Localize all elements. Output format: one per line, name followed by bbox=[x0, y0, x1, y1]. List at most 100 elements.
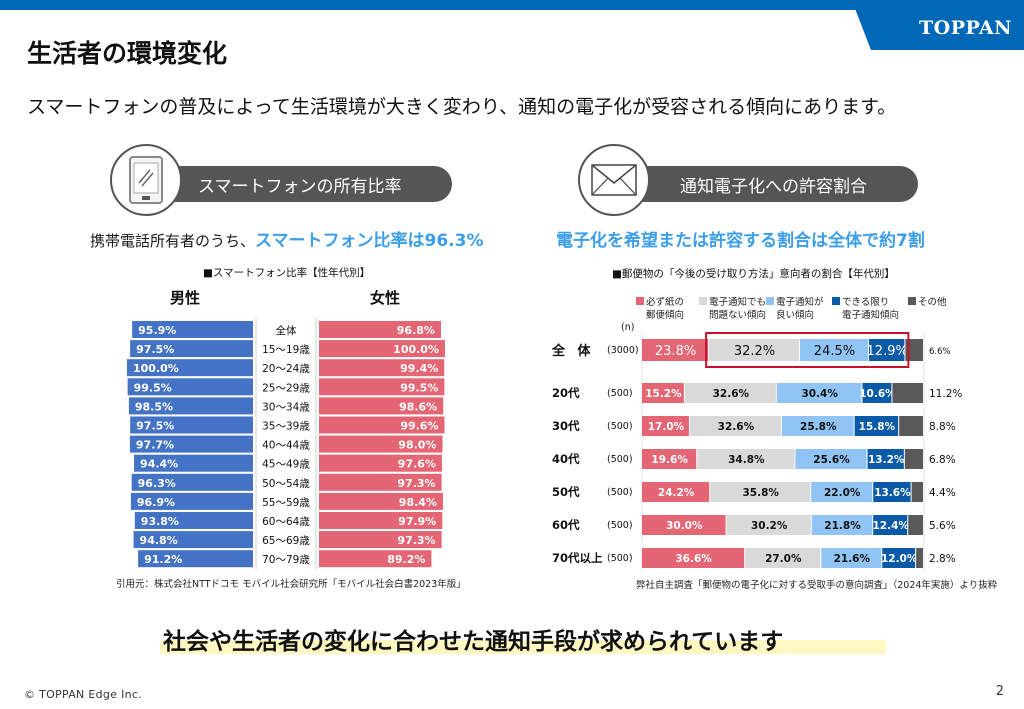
left-section-heading: スマートフォンの所有比率 bbox=[148, 166, 452, 202]
legend-swatch bbox=[636, 297, 644, 305]
stacked-segment-5 bbox=[904, 449, 923, 469]
female-bar-label: 89.2% bbox=[387, 553, 425, 566]
stacked-segment-1 bbox=[642, 416, 689, 436]
male-bar bbox=[130, 492, 253, 510]
male-bar-label: 100.0% bbox=[133, 362, 179, 375]
row-label: 70代以上 bbox=[552, 551, 603, 565]
male-bar bbox=[127, 378, 253, 396]
age-group-label: 全体 bbox=[276, 324, 297, 337]
age-group-label: 65〜69歳 bbox=[262, 535, 310, 547]
row-label: 50代 bbox=[552, 485, 580, 499]
segment-label-other: 6.8% bbox=[929, 454, 956, 466]
stacked-segment-4 bbox=[873, 515, 908, 535]
left-section-heading-text: スマートフォンの所有比率 bbox=[198, 176, 402, 197]
legend-label-line2: 問題ない傾向 bbox=[709, 310, 767, 321]
stacked-segment-3 bbox=[795, 449, 867, 469]
male-bar-label: 95.9% bbox=[138, 324, 176, 337]
age-group-label: 15〜19歳 bbox=[262, 344, 310, 356]
male-bar bbox=[138, 550, 253, 568]
segment-label: 23.8% bbox=[655, 344, 696, 359]
segment-label: 25.6% bbox=[813, 454, 850, 466]
segment-label: 32.6% bbox=[713, 388, 750, 400]
stacked-segment-1 bbox=[642, 548, 745, 568]
stacked-segment-2 bbox=[745, 548, 821, 568]
female-bar-label: 98.0% bbox=[398, 439, 436, 452]
sample-size-label: (500) bbox=[607, 388, 633, 399]
segment-label-other: 5.6% bbox=[929, 520, 956, 532]
age-group-label: 25〜29歳 bbox=[262, 382, 310, 394]
male-bar bbox=[130, 416, 253, 434]
legend-item: できる限り 電子通知傾向 bbox=[832, 296, 899, 322]
stacked-segment-4 bbox=[869, 339, 905, 361]
male-bar-label: 99.5% bbox=[134, 381, 172, 394]
segment-label: 32.2% bbox=[734, 344, 775, 359]
sample-size-label: (500) bbox=[607, 421, 633, 432]
right-section-heading-text: 通知電子化への許容割合 bbox=[680, 176, 867, 197]
male-bar-label: 91.2% bbox=[144, 553, 182, 566]
female-bar bbox=[319, 531, 442, 549]
female-bar bbox=[319, 435, 443, 453]
toppan-logo: TOPPAN bbox=[854, 6, 1024, 50]
smartphone-icon bbox=[110, 144, 182, 216]
page-number: 2 bbox=[995, 684, 1004, 699]
segment-label: 10.6% bbox=[859, 388, 896, 400]
stacked-segment-4 bbox=[862, 383, 892, 403]
male-bar-label: 97.5% bbox=[136, 343, 174, 356]
male-bar bbox=[131, 473, 253, 491]
stacked-segment-1 bbox=[642, 339, 709, 361]
female-bar bbox=[319, 321, 441, 338]
stacked-segment-4 bbox=[873, 482, 911, 502]
male-label: 男性 bbox=[170, 289, 201, 307]
stacked-segment-5 bbox=[908, 515, 923, 535]
segment-label-other: 6.6% bbox=[929, 347, 951, 357]
left-chart-source: 引用元：株式会社NTTドコモ モバイル社会研究所「モバイル社会白書2023年版」 bbox=[116, 579, 466, 590]
age-group-label: 70〜79歳 bbox=[262, 554, 310, 566]
row-label: 30代 bbox=[552, 419, 580, 433]
female-bar-label: 99.6% bbox=[400, 420, 438, 433]
segment-label: 27.0% bbox=[765, 553, 802, 565]
female-bar bbox=[319, 397, 444, 415]
stacked-segment-2 bbox=[697, 449, 795, 469]
male-bar bbox=[134, 454, 253, 472]
female-bar-label: 98.4% bbox=[399, 496, 437, 509]
female-bar-label: 97.3% bbox=[397, 534, 435, 547]
age-group-label: 60〜64歳 bbox=[262, 516, 310, 528]
lead-text: スマートフォンの普及によって生活環境が大きく変わり、通知の電子化が受容される傾向… bbox=[27, 96, 897, 118]
n-header: (n) bbox=[621, 322, 635, 333]
top-brand-bar bbox=[0, 0, 1024, 10]
female-bar-label: 100.0% bbox=[393, 343, 439, 356]
female-bar bbox=[319, 473, 442, 491]
male-bar bbox=[134, 512, 253, 529]
stacked-segment-3 bbox=[821, 548, 882, 568]
stacked-segment-3 bbox=[776, 383, 862, 403]
age-group-label: 50〜54歳 bbox=[262, 478, 310, 490]
stacked-segment-1 bbox=[642, 383, 684, 403]
legend-item: 電子通知が 良い傾向 bbox=[766, 296, 824, 322]
stacked-segment-2 bbox=[689, 416, 781, 436]
stacked-segment-5 bbox=[916, 548, 923, 568]
age-group-label: 55〜59歳 bbox=[262, 497, 310, 509]
row-label: 全 体 bbox=[551, 343, 595, 359]
legend-label: 必ず紙の bbox=[646, 297, 685, 308]
female-bar bbox=[319, 454, 442, 472]
male-bar-label: 94.8% bbox=[140, 534, 178, 547]
segment-label: 12.4% bbox=[873, 520, 910, 532]
segment-label: 15.2% bbox=[645, 388, 682, 400]
legend-swatch bbox=[699, 297, 707, 305]
highlight-box bbox=[705, 332, 910, 368]
stacked-segment-5 bbox=[899, 416, 923, 436]
legend-label: できる限り bbox=[842, 297, 890, 308]
conclusion-highlight bbox=[160, 640, 886, 654]
segment-label: 24.5% bbox=[814, 344, 855, 359]
legend-swatch bbox=[832, 297, 840, 305]
sample-size-label: (500) bbox=[607, 454, 633, 465]
segment-label-other: 4.4% bbox=[929, 487, 956, 499]
male-bar-label: 97.7% bbox=[136, 439, 174, 452]
sample-size-label: (500) bbox=[607, 553, 633, 564]
male-bar bbox=[127, 359, 253, 377]
segment-label: 36.6% bbox=[675, 553, 712, 565]
segment-label: 12.0% bbox=[881, 553, 918, 565]
female-bar bbox=[319, 378, 445, 396]
copyright: © TOPPAN Edge Inc. bbox=[24, 688, 143, 701]
segment-label: 35.8% bbox=[743, 487, 780, 499]
